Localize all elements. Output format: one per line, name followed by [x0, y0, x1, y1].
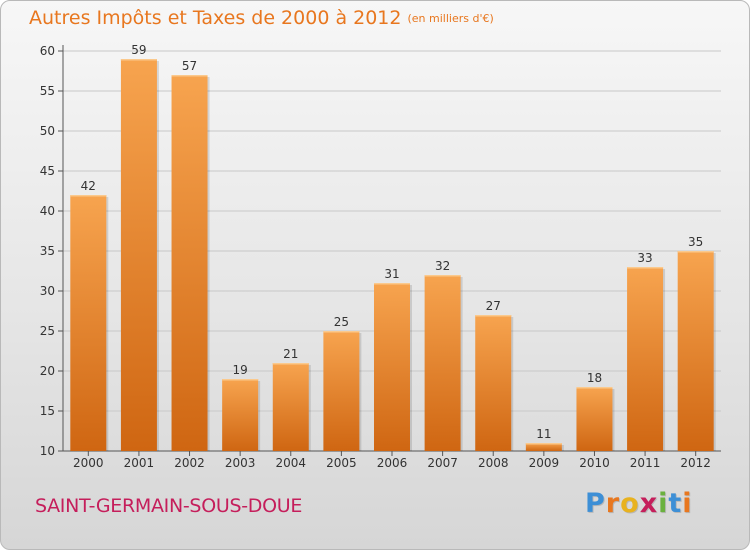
chart-title-text: Autres Impôts et Taxes de 2000 à 2012: [29, 7, 402, 29]
data-label: 18: [587, 371, 602, 385]
bar-highlight: [120, 59, 157, 61]
logo-letter: r: [605, 488, 621, 519]
proxiti-logo[interactable]: Proxiti: [585, 488, 693, 519]
bar: [424, 275, 461, 451]
chart-unit: (en milliers d'€): [407, 12, 494, 25]
y-tick-labels: 10 15 20 25 30 35 40 45 50 55 60: [40, 44, 55, 458]
bar-highlight: [374, 283, 410, 285]
bar-highlight: [272, 363, 309, 365]
x-tick-label: 2009: [529, 456, 560, 470]
bar-highlight: [70, 195, 107, 197]
data-label: 32: [435, 259, 450, 273]
y-tick-label: 50: [40, 124, 55, 138]
bar: [70, 195, 107, 451]
logo-letter: o: [620, 488, 640, 519]
y-tick-label: 15: [40, 404, 55, 418]
x-tick-labels: 2000 2001 2002 2003 2004 2005 2006 2007 2008 2009…: [73, 451, 711, 470]
x-tick-label: 2001: [124, 456, 155, 470]
y-tick-label: 40: [40, 204, 55, 218]
x-tick-label: 2007: [427, 456, 458, 470]
data-label: 33: [637, 251, 652, 265]
x-tick-label: 2012: [680, 456, 711, 470]
data-label: 42: [81, 179, 96, 193]
y-tick-label: 30: [40, 284, 55, 298]
bar: [475, 315, 512, 451]
logo-letter: P: [585, 488, 606, 519]
x-tick-label: 2002: [174, 456, 205, 470]
data-label: 31: [384, 267, 399, 281]
data-label: 21: [283, 347, 298, 361]
bar: [525, 443, 562, 451]
bar: [171, 75, 208, 451]
bar: [677, 251, 714, 451]
y-tick-label: 25: [40, 324, 55, 338]
y-tick-label: 10: [40, 444, 55, 458]
y-tick-label: 60: [40, 44, 55, 58]
bar: [323, 331, 360, 451]
bar-highlight: [576, 387, 613, 389]
bar-highlight: [323, 331, 360, 333]
bar: [374, 283, 410, 451]
data-label: 19: [233, 363, 248, 377]
y-tick-label: 45: [40, 164, 55, 178]
bar: [222, 379, 259, 451]
x-tick-label: 2000: [73, 456, 104, 470]
bar-highlight: [424, 275, 461, 277]
logo-letter: x: [639, 488, 659, 519]
bar: [627, 267, 664, 451]
bar-highlight: [525, 443, 562, 445]
bar-highlight: [171, 75, 208, 77]
data-label: 25: [334, 315, 349, 329]
bar-highlight: [627, 267, 664, 269]
y-tick-label: 20: [40, 364, 55, 378]
data-label: 27: [486, 299, 501, 313]
bar-highlight: [475, 315, 512, 317]
x-tick-label: 2004: [275, 456, 306, 470]
data-label: 11: [536, 427, 551, 441]
x-tick-label: 2005: [326, 456, 357, 470]
data-label: 35: [688, 235, 703, 249]
x-tick-label: 2010: [579, 456, 610, 470]
logo-letter: i: [658, 488, 669, 519]
x-tick-label: 2011: [630, 456, 661, 470]
bar-highlight: [222, 379, 259, 381]
bar: [576, 387, 613, 451]
bars: [70, 59, 716, 451]
logo-letter: t: [668, 488, 683, 519]
bar: [120, 59, 157, 451]
x-tick-label: 2003: [225, 456, 256, 470]
chart-title: Autres Impôts et Taxes de 2000 à 2012 (en…: [29, 7, 494, 29]
bar: [272, 363, 309, 451]
logo-letter: i: [682, 488, 693, 519]
bar-highlight: [677, 251, 714, 253]
data-labels: 42 59 57 19 21 25 31 32 27 11 18 33 35: [81, 43, 704, 441]
y-tick-label: 55: [40, 84, 55, 98]
x-tick-label: 2006: [377, 456, 408, 470]
data-label: 59: [131, 43, 146, 57]
data-label: 57: [182, 59, 197, 73]
place-name: SAINT-GERMAIN-SOUS-DOUE: [35, 495, 303, 517]
y-tick-label: 35: [40, 244, 55, 258]
x-tick-label: 2008: [478, 456, 509, 470]
